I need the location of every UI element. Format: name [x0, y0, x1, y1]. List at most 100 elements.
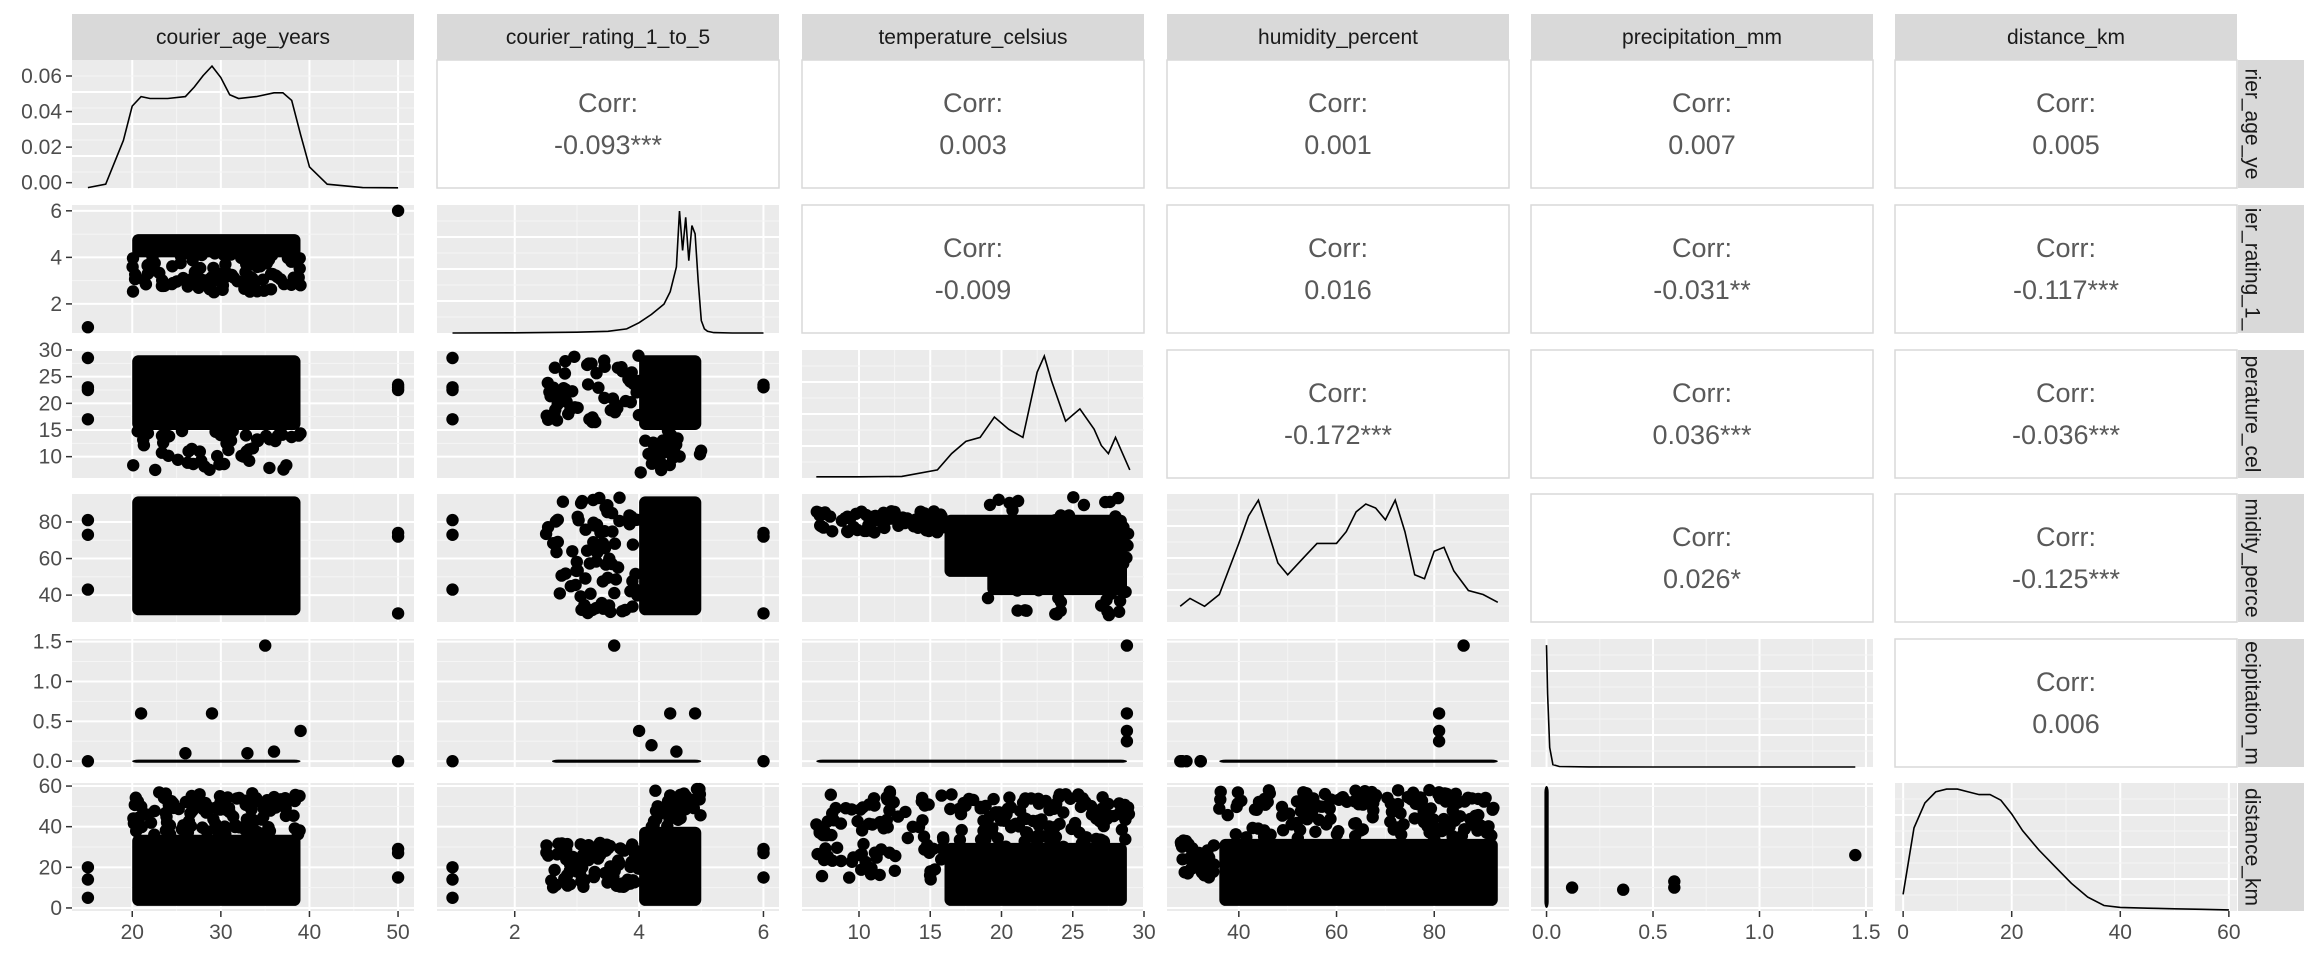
data-point: [1044, 835, 1057, 848]
data-point: [174, 256, 187, 270]
data-point: [292, 272, 305, 285]
correlation-panel: [1166, 59, 1510, 189]
x-tick-label: 15: [919, 921, 942, 944]
scatter-points: [446, 349, 770, 479]
correlation-label: Corr:: [2036, 233, 2096, 263]
data-point: [1120, 639, 1134, 652]
data-point: [664, 789, 677, 802]
data-point: [935, 853, 948, 866]
scatter-panel: [437, 639, 779, 767]
data-point: [189, 248, 202, 261]
data-point: [632, 408, 646, 422]
data-point: [945, 788, 958, 801]
data-point: [148, 804, 161, 818]
correlation-label: Corr:: [943, 88, 1003, 118]
data-point: [614, 842, 627, 855]
data-point: [864, 510, 877, 524]
data-point: [255, 813, 268, 826]
data-point: [128, 272, 142, 286]
data-point: [817, 521, 830, 534]
data-point: [246, 813, 259, 826]
row-strip: [2238, 60, 2304, 188]
data-point: [1417, 816, 1431, 829]
data-point: [559, 567, 572, 580]
data-point: [1120, 724, 1134, 738]
data-point: [606, 525, 619, 538]
data-point: [673, 450, 686, 463]
point-cloud: [132, 834, 301, 906]
data-point: [163, 828, 177, 841]
data-point: [935, 789, 948, 802]
data-point: [240, 825, 254, 838]
data-point: [553, 587, 566, 600]
correlation-value: -0.117***: [2013, 275, 2120, 305]
data-point: [195, 454, 208, 467]
data-point: [1065, 579, 1079, 592]
data-point: [1005, 819, 1019, 832]
y-tick-label: 0.04: [21, 101, 62, 124]
data-point: [584, 587, 597, 600]
data-point: [624, 396, 637, 409]
data-point: [834, 854, 848, 868]
panel-grid: [1531, 639, 1873, 767]
data-point: [1113, 806, 1127, 819]
data-point: [1027, 574, 1040, 587]
correlation-panel: [1166, 204, 1510, 334]
point-cloud: [1219, 838, 1498, 906]
data-point: [883, 786, 897, 800]
data-point: [1477, 795, 1491, 808]
data-point: [175, 424, 189, 438]
data-point: [827, 814, 840, 827]
data-point: [446, 861, 459, 874]
data-point: [694, 809, 707, 822]
data-point: [546, 881, 560, 894]
correlation-panel: [1894, 59, 2238, 189]
x-tick-label: 40: [1227, 921, 1250, 944]
data-point: [649, 784, 662, 797]
data-point: [841, 525, 855, 539]
data-point: [688, 707, 702, 720]
data-point: [626, 538, 640, 551]
data-point: [878, 512, 891, 525]
point-cloud: [639, 826, 702, 906]
data-point: [819, 853, 832, 866]
data-point: [757, 381, 770, 394]
data-point: [1032, 814, 1045, 827]
data-point: [924, 873, 937, 886]
x-tick-label: 1.0: [1745, 921, 1774, 944]
data-point: [261, 824, 274, 838]
data-point: [757, 846, 770, 860]
data-point: [645, 739, 658, 752]
y-tick-label: 60: [39, 548, 62, 571]
data-point: [629, 567, 642, 581]
row-strip: [2238, 350, 2304, 478]
data-point: [446, 528, 459, 541]
data-point: [541, 521, 555, 534]
data-point: [625, 855, 638, 869]
data-point: [575, 875, 588, 888]
data-point: [81, 351, 95, 365]
data-point: [251, 795, 264, 808]
data-point: [568, 350, 581, 363]
y-tick-label: 20: [39, 392, 62, 415]
y-tick-label: 0.06: [21, 65, 62, 88]
data-point: [984, 526, 997, 539]
data-point: [613, 491, 626, 504]
data-point: [277, 277, 291, 291]
scatter-panel: [1167, 639, 1509, 767]
data-point: [239, 429, 253, 442]
data-point: [1214, 785, 1227, 798]
correlation-label: Corr:: [1672, 88, 1732, 118]
data-point: [632, 384, 645, 397]
data-point: [1427, 813, 1440, 826]
correlation-label: Corr:: [1308, 233, 1368, 263]
correlation-value: 0.005: [2032, 130, 2100, 160]
data-point: [757, 871, 770, 884]
data-point: [446, 873, 459, 886]
data-point: [843, 871, 856, 884]
y-tick-label: 15: [39, 419, 62, 442]
row-strip-label: perature_cel: [2241, 356, 2264, 473]
y-tick-label: 60: [39, 775, 62, 798]
scatter-points: [1544, 786, 1862, 908]
